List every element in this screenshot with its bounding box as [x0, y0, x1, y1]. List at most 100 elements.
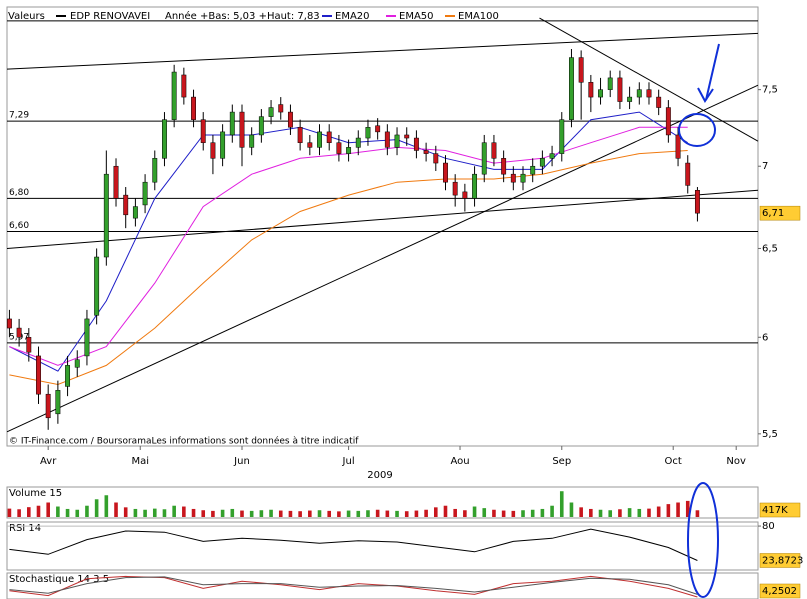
- volume-bar: [191, 508, 196, 517]
- last-value-box: [759, 583, 801, 599]
- candle-body: [685, 162, 691, 186]
- candle-body: [656, 96, 662, 108]
- candle-body: [317, 131, 322, 148]
- volume-bar: [152, 508, 157, 517]
- volume-bar: [627, 508, 632, 517]
- x-tick-label: Aou: [450, 456, 469, 467]
- volume-bar: [46, 502, 50, 517]
- volume-bar: [443, 505, 448, 517]
- ema-line: [9, 150, 688, 386]
- last-value-label: 23,8723: [762, 555, 803, 566]
- candle-body: [617, 77, 623, 102]
- y-tick-label: 5,5: [762, 429, 778, 440]
- candle-body: [452, 181, 458, 196]
- volume-bar: [211, 510, 215, 517]
- volume-bar: [308, 510, 312, 517]
- candle-body: [443, 162, 448, 183]
- volume-bar: [530, 509, 535, 517]
- candle-body: [510, 173, 516, 183]
- volume-bar: [85, 505, 89, 517]
- candle-body: [162, 119, 167, 159]
- volume-bar: [463, 510, 467, 517]
- volume-bar: [75, 509, 80, 517]
- candle-body: [578, 57, 584, 83]
- trend-line: [6, 32, 759, 70]
- volume-bar: [511, 510, 516, 517]
- candle-body: [665, 107, 671, 136]
- footer: © IT-Finance.com / BoursoramaLes informa…: [9, 436, 359, 447]
- candle-body: [84, 318, 90, 357]
- level-label: 6,60: [9, 221, 29, 231]
- volume-bar: [676, 502, 680, 517]
- candle-body: [132, 206, 138, 219]
- candle-body: [45, 393, 51, 419]
- indicator-line: [9, 576, 698, 595]
- candle-body: [627, 96, 633, 102]
- candle-body: [598, 89, 603, 98]
- candle-body: [94, 256, 100, 316]
- last-value-box: [759, 553, 801, 568]
- candle-body: [481, 142, 487, 175]
- candle-body: [646, 89, 652, 98]
- volume-bar: [259, 510, 264, 517]
- volume-bar: [521, 510, 525, 517]
- volume-bar: [385, 510, 390, 517]
- volume-bar: [424, 509, 428, 517]
- plots: 7,5 7 6,5 6 5,5 Avr Mai Jun Jul Aou Sep Oct Nov 7,29 6…: [6, 11, 803, 599]
- candle-body: [103, 173, 109, 258]
- volume-bar: [114, 502, 118, 517]
- volume-bar: [94, 499, 99, 517]
- candle-body: [220, 131, 226, 159]
- instrument-name: EDP RENOVAVEI: [70, 11, 150, 22]
- volume-bar: [269, 509, 273, 517]
- candle-body: [423, 150, 429, 154]
- annotation-ellipse: [687, 482, 719, 598]
- last-value-label: 4,2502: [762, 586, 797, 597]
- candle-body: [355, 137, 361, 148]
- volume-bar: [618, 509, 622, 517]
- volume-bar: [453, 508, 457, 517]
- y-tick-label: 6,5: [762, 243, 778, 254]
- volume-bar: [550, 505, 554, 517]
- volume-bar: [482, 508, 487, 517]
- volume-bar: [492, 509, 496, 517]
- candle-body: [171, 71, 177, 120]
- volume-bar: [540, 508, 545, 517]
- panel-title: Volume 15: [9, 488, 62, 499]
- legend-label: EMA100: [458, 11, 499, 22]
- volume-bar: [337, 511, 341, 517]
- volume-bar: [17, 509, 21, 517]
- panel-title: RSI 14: [9, 523, 41, 534]
- candle-body: [539, 158, 545, 167]
- volume-bar: [598, 509, 603, 517]
- candle-body: [16, 327, 22, 338]
- candle-body: [384, 131, 390, 148]
- level-label: 7,29: [9, 111, 29, 121]
- main-plot-frame: [6, 6, 759, 447]
- candle-body: [346, 147, 352, 154]
- candle-body: [413, 137, 419, 151]
- indicator-line: [9, 575, 698, 598]
- candle-body: [239, 111, 245, 148]
- candle-body: [210, 142, 216, 159]
- candle-body: [694, 190, 700, 214]
- volume-bar: [472, 506, 477, 517]
- candle-body: [287, 111, 293, 128]
- x-tick-label: Jun: [233, 456, 250, 467]
- volume-frame: [6, 486, 759, 519]
- volume-bar: [249, 510, 254, 517]
- candle-body: [181, 74, 187, 98]
- y-tick-label: 7,5: [762, 85, 778, 96]
- volume-bar: [143, 509, 147, 517]
- candle-body: [142, 181, 148, 206]
- x-tick-label: Nov: [726, 456, 746, 467]
- candle-body: [297, 127, 303, 143]
- candle-body: [55, 390, 61, 415]
- volume-bar: [695, 510, 700, 517]
- y-tick-label: 7: [762, 161, 768, 172]
- candle-body: [6, 318, 12, 329]
- candle-body: [258, 116, 264, 136]
- candle-body: [307, 142, 313, 148]
- x-tick-label: Mai: [131, 456, 149, 467]
- panel-title: Stochastique 14 3 5: [9, 574, 109, 585]
